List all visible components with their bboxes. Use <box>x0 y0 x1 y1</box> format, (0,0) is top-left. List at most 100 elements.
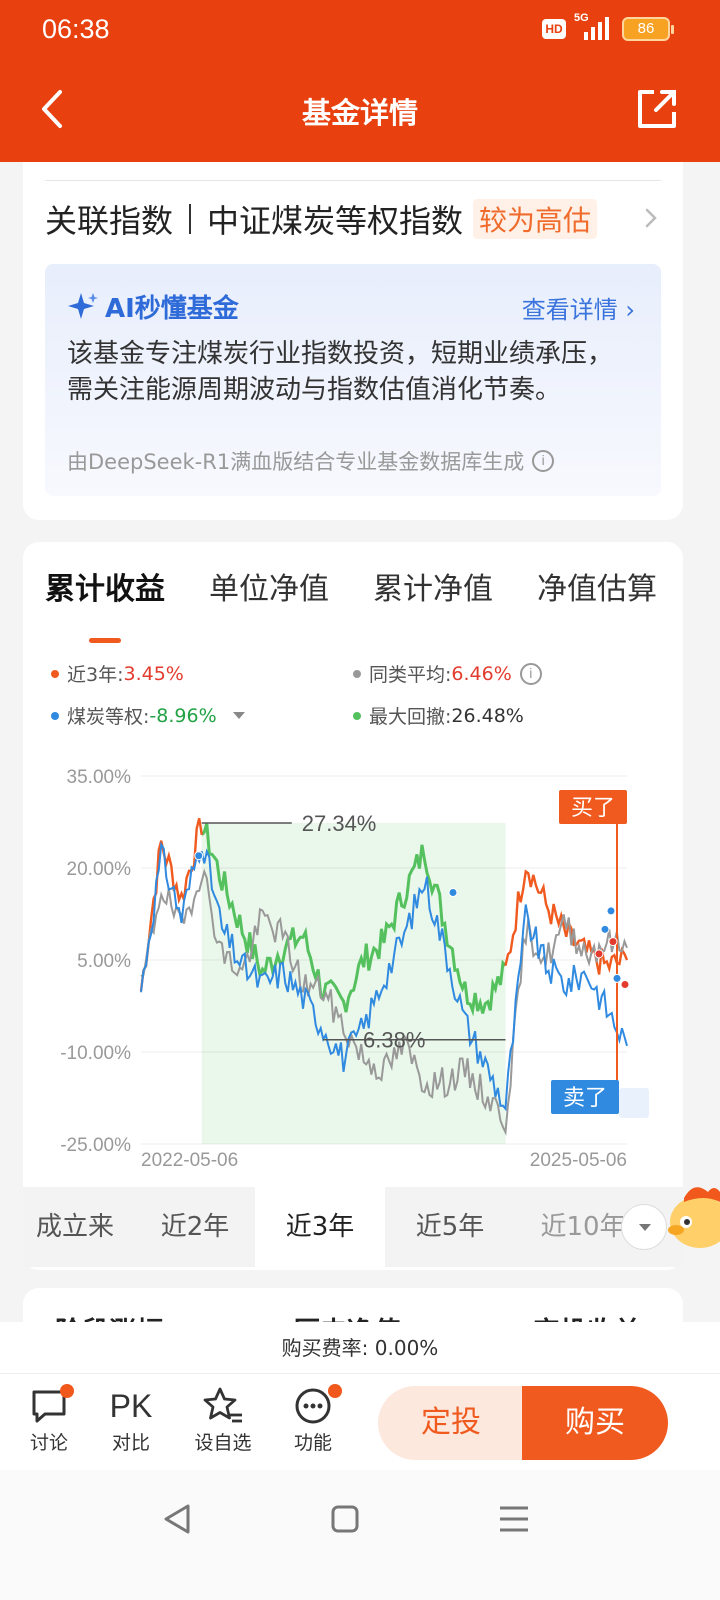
range-3y[interactable]: 近3年 <box>255 1187 385 1267</box>
buy-button[interactable]: 购买 <box>522 1386 668 1460</box>
star-list-icon <box>203 1387 242 1423</box>
sell-marker-label: 卖了 <box>563 1086 607 1111</box>
ai-source-note: 由DeepSeek-R1满血版结合专业基金数据库生成 i <box>67 446 555 476</box>
more-functions-label: 功能 <box>293 1432 332 1454</box>
mascot-icon[interactable] <box>664 1178 720 1258</box>
notification-dot <box>60 1384 74 1398</box>
index-point <box>612 973 622 983</box>
performance-chart[interactable]: 35.00% 20.00% 5.00% -10.00% -25.00% 2022-05-0… <box>23 752 683 1172</box>
add-watchlist-label: 设自选 <box>194 1432 252 1454</box>
legend-index[interactable]: 煤炭等权: -8.96% <box>51 702 245 729</box>
add-watchlist-button[interactable]: 设自选 <box>188 1384 258 1455</box>
divider <box>45 180 661 181</box>
ai-summary-box: AI秒懂基金 查看详情 › 该基金专注煤炭行业指数投资，短期业绩承压，需关注能源… <box>45 264 661 496</box>
range-since-inception[interactable]: 成立来 <box>35 1212 114 1242</box>
legend-value: 26.48% <box>451 704 524 727</box>
index-point <box>194 851 204 861</box>
trough-label: 6.38% <box>363 1028 425 1053</box>
discuss-button[interactable]: 讨论 <box>14 1384 84 1455</box>
nav-home-icon[interactable] <box>330 1504 360 1534</box>
ai-title-text: AI秒懂基金 <box>105 294 239 324</box>
share-icon <box>638 90 676 128</box>
info-icon[interactable]: i <box>532 450 555 472</box>
pk-icon: PK <box>109 1387 153 1424</box>
series-line-fund <box>504 869 629 975</box>
y-tick-label: -10.00% <box>60 1043 131 1064</box>
chevron-right-icon <box>645 208 657 228</box>
peak-label: 27.34% <box>302 811 377 836</box>
range-selector: 成立来 近2年 近3年 近5年 近10年 <box>23 1187 683 1267</box>
page-title: 基金详情 <box>301 96 418 130</box>
legend-max-drawdown: 最大回撤: 26.48% <box>353 702 524 729</box>
legend-label: 煤炭等权: <box>67 706 150 728</box>
compare-label: 对比 <box>111 1432 150 1454</box>
index-label: 关联指数 <box>45 202 174 240</box>
tab-nav-estimate[interactable]: 净值估算 <box>537 572 657 607</box>
y-tick-label: 35.00% <box>67 767 132 788</box>
fund-point <box>608 937 618 947</box>
y-tick-label: 5.00% <box>77 951 131 972</box>
legend-label: 近3年: <box>67 664 124 686</box>
legend-label: 最大回撤: <box>369 706 452 728</box>
tab-unit-nav[interactable]: 单位净值 <box>209 572 329 607</box>
legend-peer-average: 同类平均: 6.46% i <box>353 660 542 687</box>
nav-menu-icon[interactable] <box>498 1504 530 1534</box>
signal-icon: 5G <box>574 12 614 42</box>
chevron-left-icon <box>42 90 62 128</box>
ai-summary-text: 该基金专注煤炭行业指数投资，短期业绩承压，需关注能源周期波动与指数估值消化节奏。 <box>67 339 614 405</box>
status-time: 06:38 <box>42 14 110 44</box>
legend-dot <box>51 711 59 720</box>
fee-rate: 购买费率: 0.00% <box>0 1322 720 1374</box>
battery-icon: 86 <box>622 17 674 41</box>
range-5y[interactable]: 近5年 <box>415 1212 485 1242</box>
more-dots-icon <box>295 1388 331 1424</box>
range-10y[interactable]: 近10年 <box>540 1212 626 1242</box>
discuss-label: 讨论 <box>29 1432 68 1454</box>
drawdown-line <box>200 823 507 1017</box>
tab-cumulative-return[interactable]: 累计收益 <box>45 572 165 607</box>
legend-dot <box>353 711 361 720</box>
index-name: 中证煤炭等权指数 <box>207 202 464 240</box>
expand-chart-icon <box>619 1088 649 1118</box>
related-index-row[interactable]: 关联指数 中证煤炭等权指数 较为高估 <box>45 194 661 244</box>
compare-button[interactable]: PK 对比 <box>96 1384 166 1455</box>
buy-marker-label: 买了 <box>571 796 615 821</box>
legend-dot <box>51 669 59 678</box>
notification-dot <box>328 1384 342 1398</box>
legend-dot <box>353 669 361 678</box>
bottom-action-bar: 讨论 PK 对比 设自选 功能 定投 购买 <box>0 1374 720 1470</box>
sell-marker <box>551 1080 619 1114</box>
tab-cumulative-nav[interactable]: 累计净值 <box>373 572 493 607</box>
sip-button[interactable]: 定投 <box>378 1386 524 1460</box>
sparkle-icon <box>68 292 98 319</box>
ai-source-text: 由DeepSeek-R1满血版结合专业基金数据库生成 <box>67 450 525 474</box>
more-functions-button[interactable]: 功能 <box>278 1384 348 1455</box>
legend-label: 同类平均: <box>369 664 452 686</box>
nav-back-icon[interactable] <box>160 1502 194 1536</box>
series-line-index <box>140 841 628 1112</box>
index-point <box>448 888 458 898</box>
index-point <box>606 906 616 916</box>
chart-tabs: 累计收益 单位净值 累计净值 净值估算 <box>23 564 683 643</box>
system-nav-bar <box>0 1470 720 1600</box>
legend-fund: 近3年: 3.45% <box>51 660 184 687</box>
ai-more-link[interactable]: 查看详情 › <box>521 296 635 324</box>
buy-marker <box>559 790 627 824</box>
range-2y[interactable]: 近2年 <box>160 1212 230 1242</box>
performance-card: 累计收益 单位净值 累计净值 净值估算 近3年: 3.45% 同类平均: 6.46%… <box>23 542 683 1270</box>
ai-title: AI秒懂基金 <box>67 288 239 325</box>
share-button[interactable] <box>634 86 680 132</box>
index-point <box>600 924 610 934</box>
back-button[interactable] <box>30 84 80 134</box>
y-tick-label: -25.00% <box>60 1135 131 1156</box>
status-icons: HD 5G 86 <box>542 12 674 42</box>
y-tick-label: 20.00% <box>67 859 132 880</box>
x-tick-label: 2022-05-06 <box>141 1150 238 1171</box>
valuation-badge: 较为高估 <box>473 199 598 239</box>
fund-info-card: 关联指数 中证煤炭等权指数 较为高估 AI秒懂基金 查看详情 › 该基金专注煤炭… <box>23 162 683 520</box>
active-tab-indicator <box>89 638 121 643</box>
expand-ranges-button[interactable] <box>621 1204 667 1250</box>
info-icon[interactable]: i <box>519 662 542 685</box>
x-tick-label: 2025-05-06 <box>530 1150 627 1171</box>
legend-value: 3.45% <box>123 662 184 685</box>
